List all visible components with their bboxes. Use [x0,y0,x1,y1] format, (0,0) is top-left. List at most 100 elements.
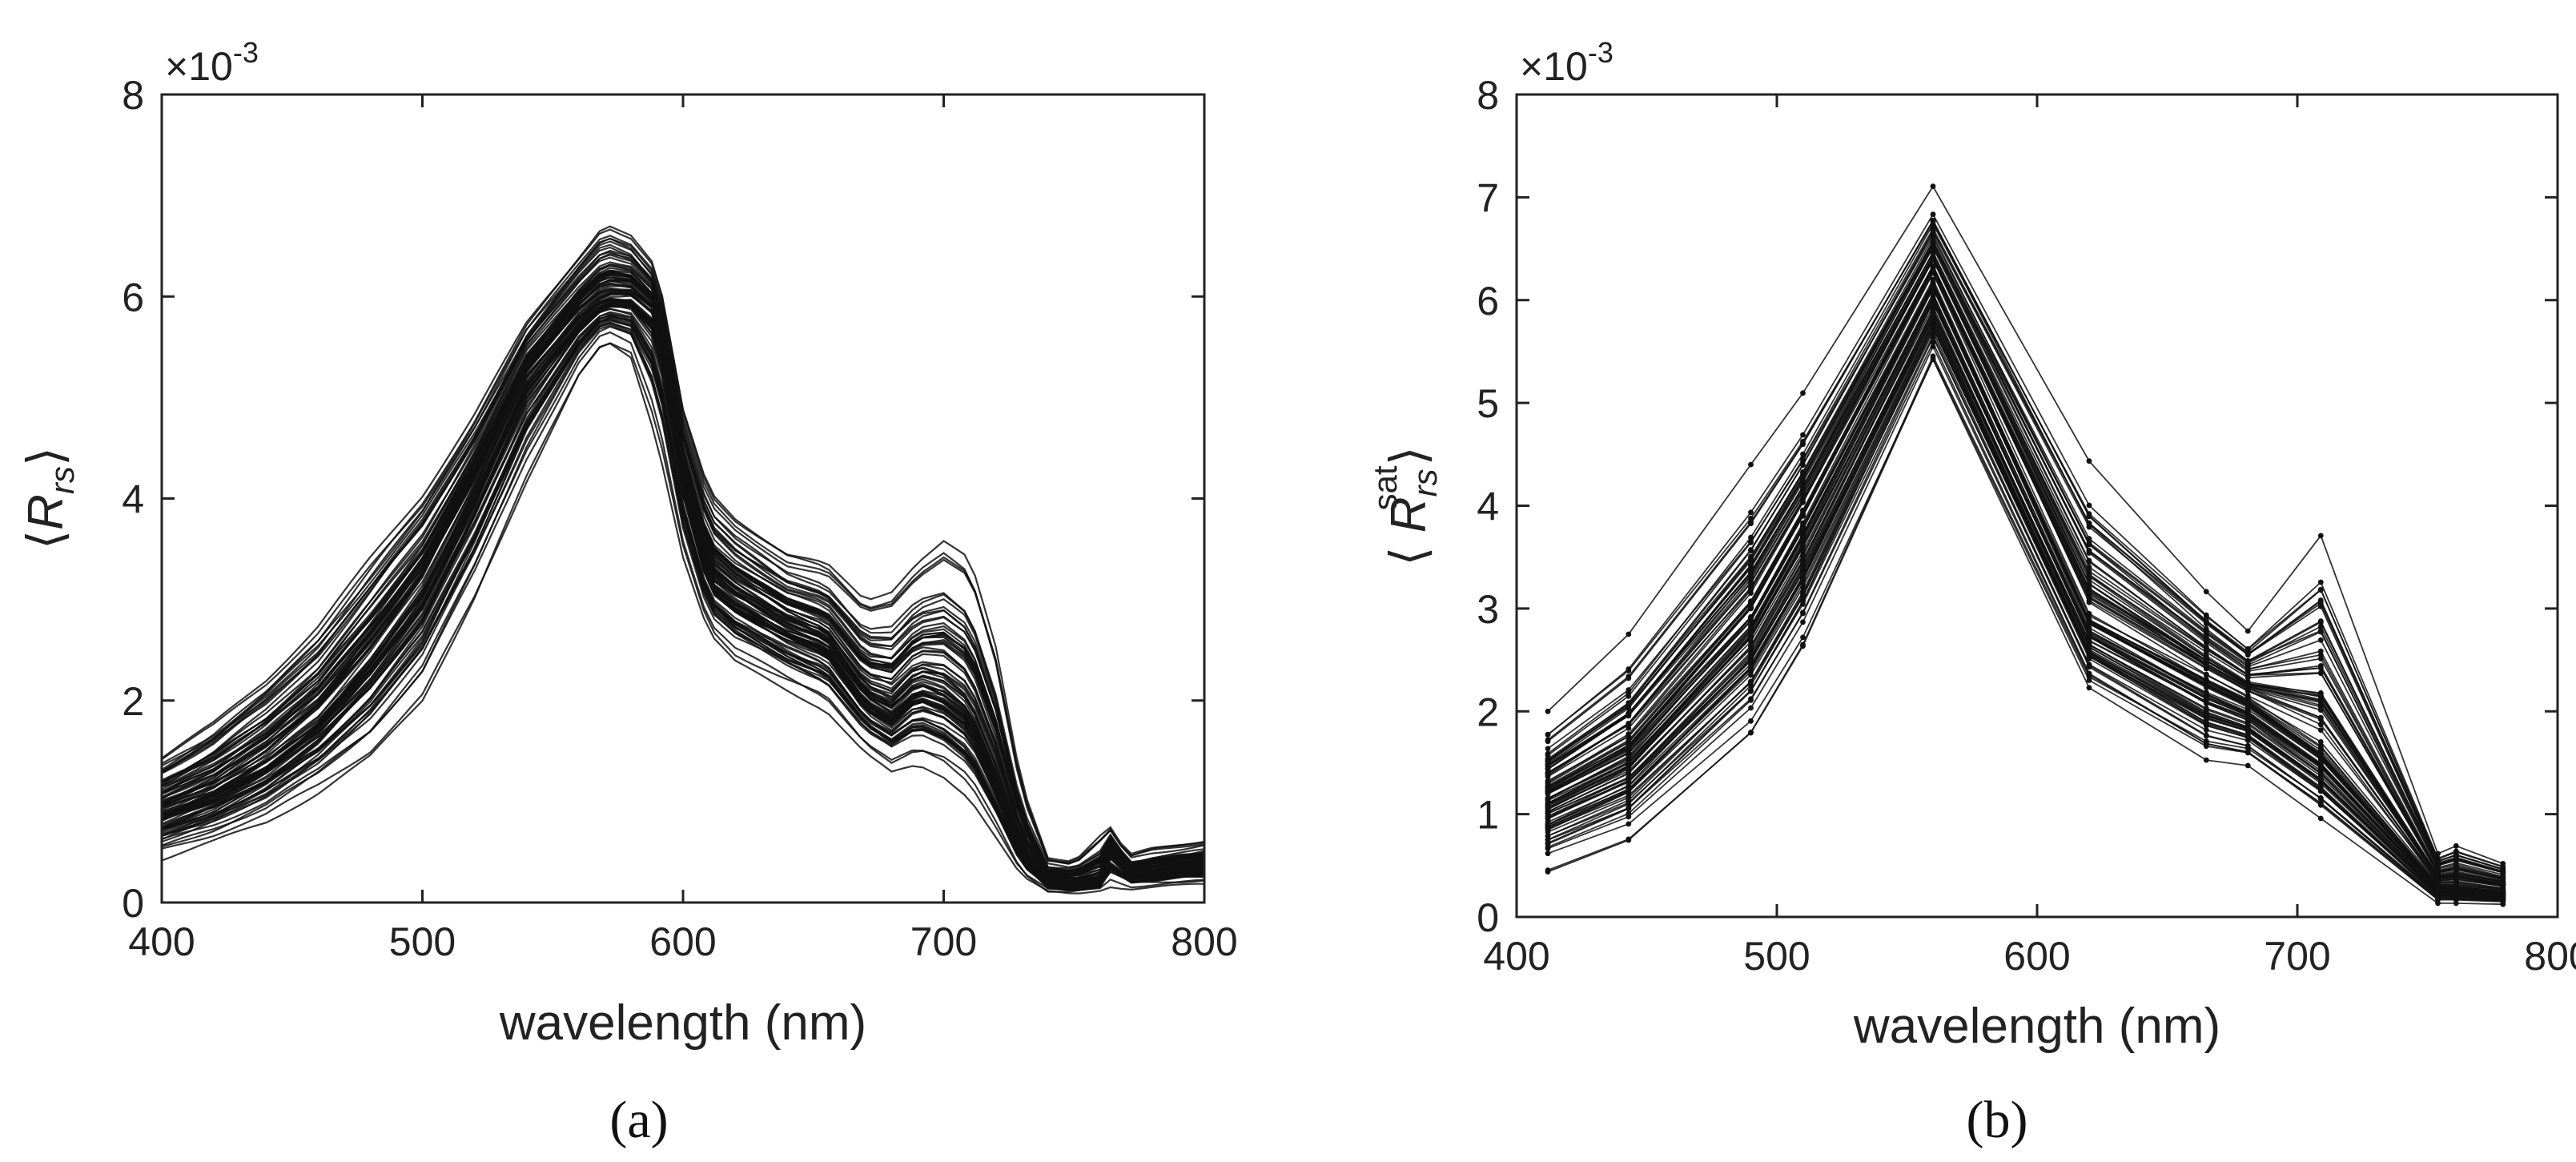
chart-b-series-point [1930,320,1936,326]
chart-a-series-line [162,252,1204,870]
chart-b-series-point [1626,687,1632,693]
chart-a-series-line [162,288,1204,887]
chart-b-series-point [1545,766,1551,773]
chart-a-series-line [162,305,1204,886]
chart-b-series-point [2086,581,2092,587]
chart-a-ytick-label: 4 [122,477,144,522]
chart-b-series-point [1545,708,1551,714]
chart-a-series-line [162,282,1204,880]
chart-b-series-point [1800,390,1806,396]
chart-a-series-line [162,269,1204,878]
chart-b-series-point [1545,731,1551,738]
chart-b-series-point [1930,266,1936,272]
chart-b-series-point [2435,890,2441,895]
chart-b-xtick-label: 400 [1483,934,1549,979]
chart-b-series-point [2317,764,2324,770]
chart-a-series-line [162,304,1204,887]
chart-b-series-point [1545,752,1551,758]
chart-b-series-point [2244,750,2251,756]
chart-b-series-point [1930,291,1936,297]
chart-b-series-point [2453,848,2459,854]
chart-a-multiplier: ×10-3 [165,36,259,89]
chart-b-ytick-label: 7 [1477,175,1499,220]
chart-b-series-point [1748,644,1754,650]
chart-b-series-point [1748,509,1754,516]
chart-b-ticks: 400 500 600 700 800 0 1 2 3 4 5 6 7 8 [1477,73,2576,979]
chart-b-series-point [1748,657,1754,663]
chart-a-series-line [162,299,1204,884]
chart-b-series-point [2317,601,2324,606]
chart-b-series-point [1626,775,1632,782]
chart-b-series-point [1545,822,1551,827]
chart-b-series-point [2244,726,2251,732]
chart-b-ytick-label: 1 [1477,793,1499,838]
chart-a-series-line [162,256,1204,875]
chart-b-series-point [2244,674,2251,681]
chart-a-series-line [162,304,1204,886]
chart-a-series-line [162,287,1204,887]
chart-b-series-point [2203,665,2209,670]
chart-b-series-point [2244,762,2251,769]
chart-b-series-point [2500,869,2506,875]
chart-b-series-point [1748,730,1754,735]
chart-a-series-line [162,237,1204,871]
chart-a-series-line [162,279,1204,876]
chart-b-series-point [1930,344,1936,350]
chart-a-exponent: -3 [233,36,259,69]
chart-b-series-point [2203,682,2209,687]
chart-b-series-point [1930,279,1936,285]
chart-b-series-point [2317,628,2324,634]
chart-b-series-point [2203,657,2209,663]
chart-b-series-point [1626,726,1632,731]
chart-a-series-line [162,240,1204,865]
chart-b-series-point [2317,533,2324,539]
chart-b-series-line [1547,297,2503,896]
chart-a-series-line [162,276,1204,877]
chart-a-series-line [162,304,1204,888]
chart-b-series-point [2244,651,2251,657]
chart-b-series-point [1930,307,1936,313]
chart-b-series-point [2244,722,2251,728]
chart-a-series-line [162,235,1204,865]
chart-a-series-line [162,271,1204,877]
chart-b-series-point [2500,901,2506,907]
chart-b-series-point [1748,562,1754,569]
chart-b-series-line [1547,239,2504,879]
chart-b-series-point [2203,706,2209,713]
chart-b-series-point [1748,601,1754,607]
chart-b-series-point [2203,727,2209,734]
chart-b-series-point [2244,682,2251,688]
chart-a-lines [162,225,1204,895]
chart-b-ytick-label: 5 [1477,381,1499,426]
chart-b-ytick-label: 8 [1477,73,1499,118]
chart-b-series-point [2086,632,2092,638]
chart-b-series-point [1748,687,1754,694]
chart-b-series-point [1748,521,1754,527]
chart-a-xtick-label: 600 [649,919,716,964]
chart-b-series-line [1547,280,2503,893]
chart-a-series-line [162,271,1204,883]
chart-b-series-line [1547,219,2504,872]
chart-b-series-point [2086,502,2092,509]
chart-b-ytick-label: 0 [1477,895,1499,940]
chart-a-series-line [162,303,1204,884]
chart-b-series-point [2453,862,2459,867]
chart-a-series-line [162,311,1204,888]
chart-a-series-line [162,297,1204,886]
chart-b-series-point [1626,800,1632,806]
chart-b-ylabel-sup: sat [1366,465,1404,510]
chart-b-series-point [2435,850,2441,857]
chart-a-series-line [162,254,1204,878]
chart-a-series-line [162,316,1204,887]
chart-b-series-point [2435,866,2441,871]
chart-b-series-line [1547,220,2504,878]
chart-a-series-line [162,342,1204,893]
chart-a-series-line [162,308,1204,889]
chart-b-series-point [2435,895,2441,901]
chart-b-series-point [1930,183,1936,190]
chart-b-series-point [1626,668,1632,673]
chart-b-series-line [1547,223,2504,867]
chart-b-series-point [1626,821,1632,827]
chart-a-series-line [162,299,1204,887]
chart-b-series-line [1547,256,2503,891]
